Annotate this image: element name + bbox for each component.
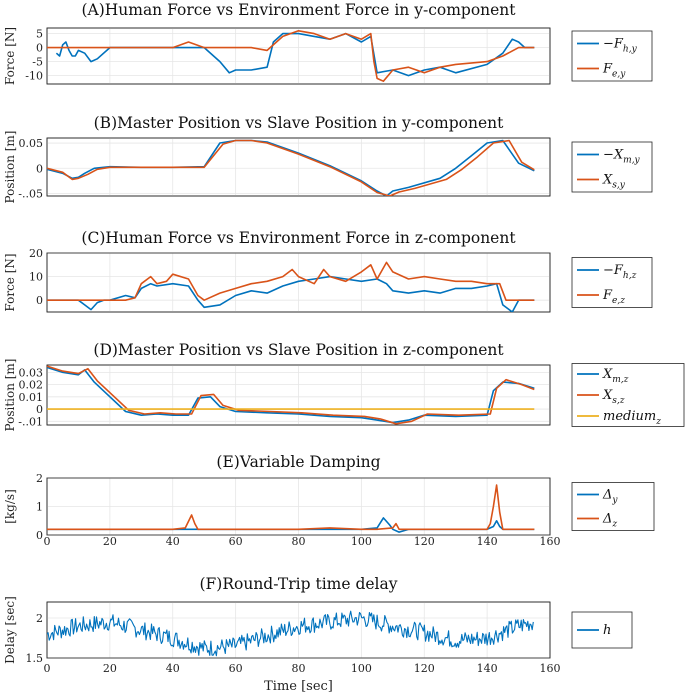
panel-title: (A)Human Force vs Environment Force in y…	[81, 1, 516, 19]
y-tick-label: -10	[25, 70, 43, 83]
x-tick-label: 80	[292, 535, 306, 548]
panel-title: (F)Round-Trip time delay	[199, 575, 397, 593]
legend-label: Δy	[602, 488, 618, 506]
legend-box	[571, 257, 653, 308]
axes-border	[46, 252, 551, 313]
panel-4: (D)Master Position vs Slave Position in …	[3, 341, 685, 432]
legend-label: −Fh,y	[603, 37, 638, 55]
legend-label: Xs,y	[602, 173, 626, 191]
panel-6: (F)Round-Trip time delay 2 1.50 20 40 60 80 100…	[3, 575, 633, 693]
x-axis-label: Time [sec]	[264, 679, 333, 693]
x-tick-label: 160	[540, 662, 561, 675]
legend-box	[571, 482, 655, 531]
axes-border	[46, 364, 551, 426]
panel-title: (B)Master Position vs Slave Position in …	[94, 114, 505, 132]
x-tick-label: 140	[477, 662, 498, 675]
y-tick-label: 0	[36, 294, 43, 307]
y-tick-label: 0.01	[19, 391, 44, 404]
y-tick-label: -..01	[18, 415, 43, 428]
y-tick-label: 0	[36, 403, 43, 416]
panel-title: (E)Variable Damping	[216, 453, 380, 471]
y-axis-label: Position [m]	[3, 131, 17, 204]
y-tick-label: 0.05	[19, 137, 44, 150]
y-axis-label: Position [m]	[3, 359, 17, 432]
series-line-blue	[47, 610, 534, 657]
legend-box	[571, 141, 653, 193]
legend-label: mediumz	[603, 409, 661, 427]
series-line-orange	[47, 484, 535, 531]
x-tick-label: 80	[292, 662, 306, 675]
series-line-orange	[47, 139, 535, 196]
panel-2: (B)Master Position vs Slave Position in …	[3, 114, 653, 204]
x-tick-label: 40	[166, 662, 180, 675]
axes-border	[46, 27, 551, 85]
series-line-blue	[47, 366, 535, 424]
y-tick-label: 2	[36, 472, 43, 485]
legend-label: Δz	[602, 512, 617, 530]
x-tick-label: 60	[229, 535, 243, 548]
x-tick-label: 20	[103, 535, 117, 548]
series-line-blue	[55, 32, 535, 77]
legend-label: Xs,z	[602, 388, 625, 406]
x-tick-label: 40	[166, 535, 180, 548]
panel-1: (A)Human Force vs Environment Force in y…	[3, 1, 653, 85]
y-tick-label: 10	[29, 271, 43, 284]
y-tick-label: -5	[32, 56, 43, 69]
x-tick-label: 100	[351, 535, 372, 548]
axes-border	[46, 137, 551, 197]
x-tick-label: 20	[103, 662, 117, 675]
legend-label: Xm,z	[602, 367, 629, 385]
axes-border	[46, 601, 551, 659]
y-tick-label: 1	[36, 501, 43, 514]
y-axis-label: Delay [sec]	[3, 596, 17, 664]
panel-title: (C)Human Force vs Environment Force in z…	[81, 229, 516, 247]
axes-border	[46, 477, 551, 536]
y-axis-label: Force [N]	[3, 253, 17, 311]
y-tick-label: 0	[36, 42, 43, 55]
x-tick-label: 140	[477, 535, 498, 548]
x-tick-label: 100	[351, 662, 372, 675]
legend-label: h	[603, 623, 611, 638]
y-tick-label: 0	[36, 162, 43, 175]
x-tick-label: 0	[44, 535, 51, 548]
y-axis-label: Force [N]	[3, 27, 17, 85]
y-tick-label: 2	[36, 612, 43, 625]
y-tick-label: 0.03	[19, 366, 44, 379]
legend-label: −Xm,y	[603, 148, 641, 166]
x-tick-label: 0	[44, 662, 51, 675]
legend-label: Fe,y	[602, 62, 626, 80]
series-line-orange	[47, 29, 535, 82]
panel-3: (C)Human Force vs Environment Force in z…	[3, 229, 653, 313]
x-tick-label: 60	[229, 662, 243, 675]
legend-label: −Fh,z	[603, 263, 637, 281]
y-tick-label: 20	[29, 247, 43, 260]
x-tick-label: 160	[540, 535, 561, 548]
panel-title: (D)Master Position vs Slave Position in …	[93, 341, 504, 359]
y-tick-label: -..05	[18, 187, 43, 200]
y-tick-label: 1.5	[26, 652, 44, 665]
legend-label: Fe,z	[602, 288, 625, 306]
x-tick-label: 120	[414, 535, 435, 548]
y-axis-label: [kg/s]	[3, 489, 17, 524]
x-tick-label: 120	[414, 662, 435, 675]
y-tick-label: 0.02	[19, 379, 44, 392]
series-line-orange	[47, 261, 535, 302]
y-tick-label: 5	[36, 28, 43, 41]
legend-box	[571, 30, 653, 82]
y-tick-label: 0	[36, 529, 43, 542]
series-line-orange	[47, 365, 535, 425]
series-line-blue	[47, 139, 535, 196]
